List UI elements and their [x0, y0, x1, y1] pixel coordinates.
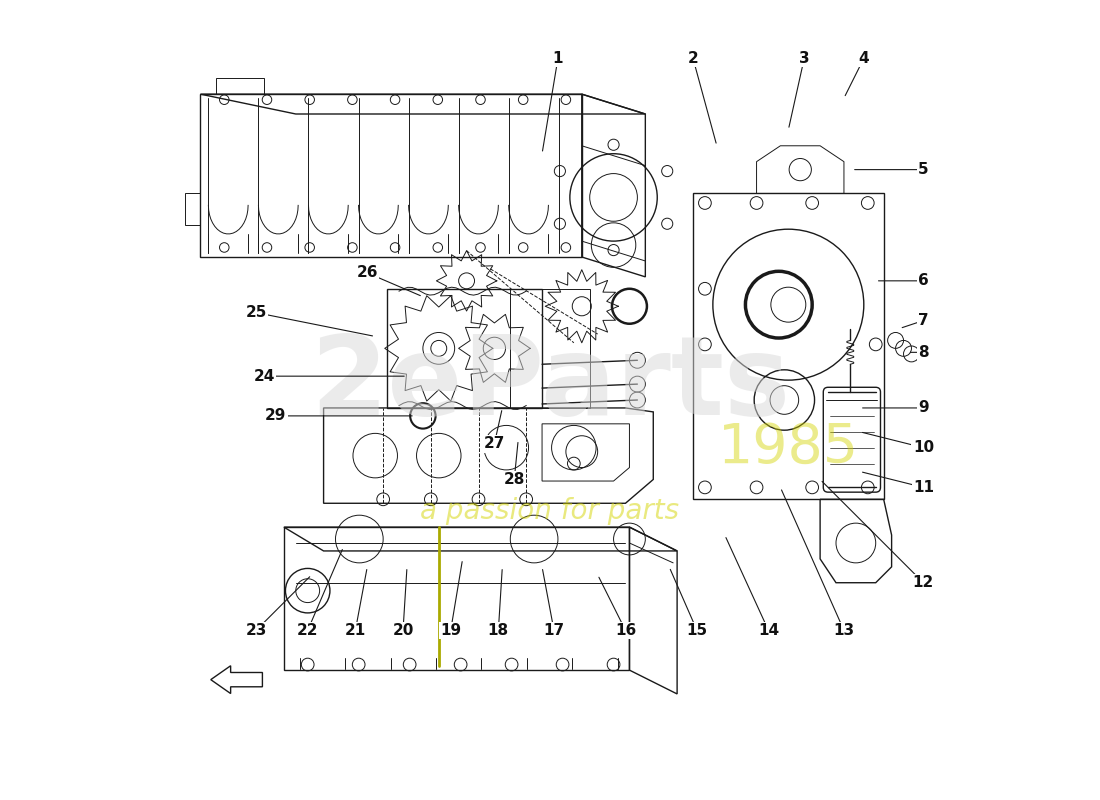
Text: 24: 24: [253, 369, 275, 384]
Text: 1: 1: [552, 51, 563, 66]
Text: 23: 23: [245, 623, 266, 638]
Text: 25: 25: [245, 305, 266, 320]
Text: 14: 14: [758, 623, 779, 638]
Text: 15: 15: [686, 623, 707, 638]
Text: 3: 3: [799, 51, 810, 66]
Text: 19: 19: [440, 623, 461, 638]
Text: 2eParts: 2eParts: [310, 330, 790, 438]
Text: 20: 20: [393, 623, 414, 638]
Text: 11: 11: [913, 480, 934, 495]
Text: 8: 8: [918, 345, 928, 360]
Text: 18: 18: [487, 623, 509, 638]
Text: 10: 10: [913, 440, 934, 455]
Text: 16: 16: [615, 623, 636, 638]
Text: 29: 29: [265, 408, 287, 423]
Text: 7: 7: [918, 313, 928, 328]
Text: 21: 21: [344, 623, 366, 638]
Text: 17: 17: [543, 623, 564, 638]
Text: 28: 28: [504, 472, 525, 487]
Text: 9: 9: [918, 401, 928, 415]
Text: 6: 6: [918, 274, 928, 288]
Text: 13: 13: [834, 623, 855, 638]
Text: 5: 5: [918, 162, 928, 177]
Text: 4: 4: [858, 51, 869, 66]
Text: 1985: 1985: [718, 421, 859, 474]
Text: 12: 12: [913, 575, 934, 590]
Text: 26: 26: [356, 266, 378, 280]
Text: 2: 2: [688, 51, 698, 66]
Text: 22: 22: [297, 623, 318, 638]
Text: 27: 27: [484, 436, 505, 451]
Text: a passion for parts: a passion for parts: [420, 498, 680, 526]
